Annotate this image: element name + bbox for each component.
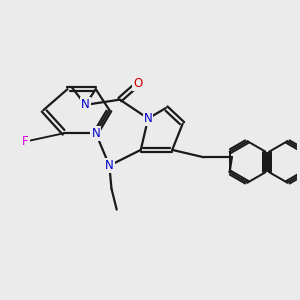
Text: N: N: [92, 127, 100, 140]
Text: O: O: [133, 77, 142, 90]
Text: N: N: [81, 98, 90, 111]
Text: N: N: [105, 159, 114, 172]
Text: F: F: [22, 135, 29, 148]
Text: N: N: [144, 112, 152, 125]
